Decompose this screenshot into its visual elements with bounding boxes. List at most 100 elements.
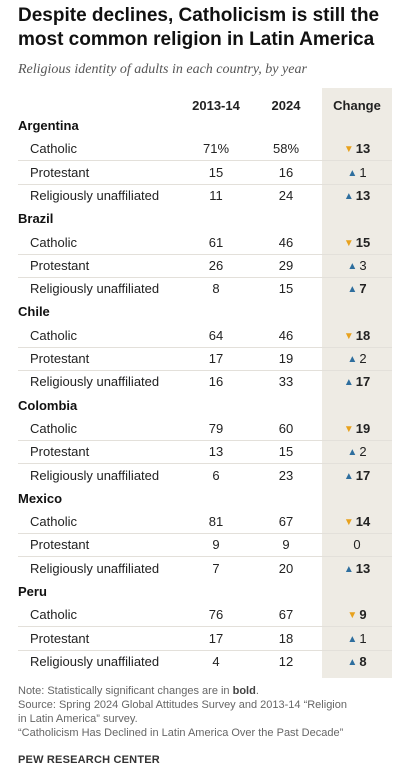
row-separator	[18, 253, 392, 255]
value-2024: 46	[278, 234, 294, 250]
organization-name: PEW RESEARCH CENTER	[18, 754, 160, 766]
up-triangle-icon: ▲	[347, 633, 358, 645]
value-2013-14: 17	[208, 630, 224, 646]
change-number: 17	[355, 467, 371, 483]
country-label-brazil: Brazil	[18, 211, 54, 227]
change-number: 0	[353, 537, 361, 553]
country-label-argentina: Argentina	[18, 118, 79, 133]
change-value: ▼ 19	[322, 421, 392, 436]
change-number: 8	[359, 653, 367, 669]
value-2024: 15	[278, 281, 294, 297]
change-number: 15	[355, 234, 371, 250]
row-label-catholic: Catholic	[30, 327, 77, 343]
value-2024: 12	[278, 653, 294, 669]
value-2013-14: 26	[208, 257, 224, 273]
row-separator	[18, 370, 392, 371]
value-2024: 9	[282, 537, 290, 553]
value-2013-14: 6	[212, 467, 220, 483]
change-value: ▲ 2	[322, 351, 392, 366]
change-value: ▲ 13	[322, 188, 392, 203]
row-label-catholic: Catholic	[30, 420, 77, 436]
source-line-2: in Latin America” survey.	[18, 713, 138, 725]
down-triangle-icon: ▼	[343, 517, 354, 529]
down-triangle-icon: ▼	[343, 423, 354, 435]
report-title: “Catholicism Has Declined in Latin Ameri…	[18, 727, 344, 739]
change-value: ▼ 9	[322, 607, 392, 622]
country-label-mexico: Mexico	[18, 490, 63, 506]
value-2024: 67	[278, 514, 294, 530]
row-separator	[18, 533, 392, 535]
down-triangle-icon: ▼	[343, 330, 354, 342]
value-2013-14: 17	[208, 351, 224, 366]
change-number: 3	[359, 257, 367, 273]
value-2013-14: 16	[208, 374, 224, 390]
chart-title: Despite declines, Catholicism is still t…	[18, 5, 380, 50]
change-number: 17	[355, 374, 371, 390]
value-2024: 58%	[272, 141, 300, 157]
row-separator	[18, 649, 392, 651]
row-label-catholic: Catholic	[30, 141, 77, 157]
value-2024: 19	[278, 351, 294, 366]
row-label-catholic: Catholic	[30, 607, 77, 623]
row-label-religiously-unaffiliated: Religiously unaffiliated	[30, 281, 160, 297]
change-number: 13	[355, 141, 371, 157]
up-triangle-icon: ▲	[343, 377, 354, 389]
value-2013-14: 7	[212, 560, 220, 576]
value-2013-14: 61	[208, 234, 224, 250]
change-number: 19	[355, 420, 371, 436]
value-2024: 29	[278, 257, 294, 273]
country-label-peru: Peru	[18, 584, 47, 599]
value-2013-14: 13	[208, 444, 224, 460]
change-number: 13	[355, 560, 371, 576]
row-label-protestant: Protestant	[30, 257, 90, 273]
down-triangle-icon: ▼	[343, 237, 354, 249]
change-number: 1	[359, 630, 367, 646]
change-number: 7	[359, 281, 367, 297]
value-2024: 23	[278, 467, 294, 483]
change-value: ▲ 17	[322, 374, 392, 389]
change-number: 2	[359, 444, 367, 460]
row-separator	[18, 160, 392, 162]
value-2013-14: 71%	[202, 141, 230, 157]
value-2013-14: 79	[208, 420, 224, 436]
up-triangle-icon: ▲	[347, 167, 358, 179]
change-value: ▲ 8	[322, 654, 392, 669]
value-2024: 18	[278, 630, 294, 646]
down-triangle-icon: ▼	[343, 144, 354, 156]
change-value: ▲ 17	[322, 468, 392, 483]
row-separator	[18, 626, 392, 628]
row-separator	[18, 346, 392, 348]
row-separator	[18, 463, 392, 465]
value-2013-14: 9	[212, 537, 220, 553]
value-2024: 60	[278, 420, 294, 436]
row-label-protestant: Protestant	[30, 537, 90, 553]
value-2024: 16	[278, 164, 294, 180]
value-2024: 67	[278, 607, 294, 623]
column-header-2013-14: 2013-14	[192, 98, 240, 113]
change-value: ▲ 1	[322, 631, 392, 646]
change-value: ▼ 14	[322, 514, 392, 529]
up-triangle-icon: ▲	[347, 354, 358, 365]
up-triangle-icon: ▲	[347, 284, 358, 296]
value-2013-14: 15	[208, 164, 224, 180]
change-number: 1	[359, 164, 367, 180]
down-triangle-icon: ▼	[347, 610, 358, 622]
row-label-protestant: Protestant	[30, 630, 90, 646]
value-2013-14: 8	[212, 281, 220, 297]
row-label-catholic: Catholic	[30, 234, 77, 250]
change-number: 13	[355, 187, 371, 203]
row-label-protestant: Protestant	[30, 351, 90, 366]
change-column-background	[322, 88, 392, 678]
row-label-religiously-unaffiliated: Religiously unaffiliated	[30, 187, 160, 203]
value-2024: 46	[278, 327, 294, 343]
up-triangle-icon: ▲	[343, 470, 354, 482]
value-2013-14: 76	[208, 607, 224, 623]
note-text: Note: Statistically significant changes …	[18, 685, 259, 697]
row-label-protestant: Protestant	[30, 444, 90, 460]
change-number: 14	[355, 514, 371, 530]
value-2013-14: 11	[209, 187, 223, 203]
change-number: 9	[359, 607, 367, 623]
change-value: ▲ 2	[322, 444, 392, 459]
row-label-religiously-unaffiliated: Religiously unaffiliated	[30, 653, 160, 669]
value-2024: 24	[278, 187, 294, 203]
